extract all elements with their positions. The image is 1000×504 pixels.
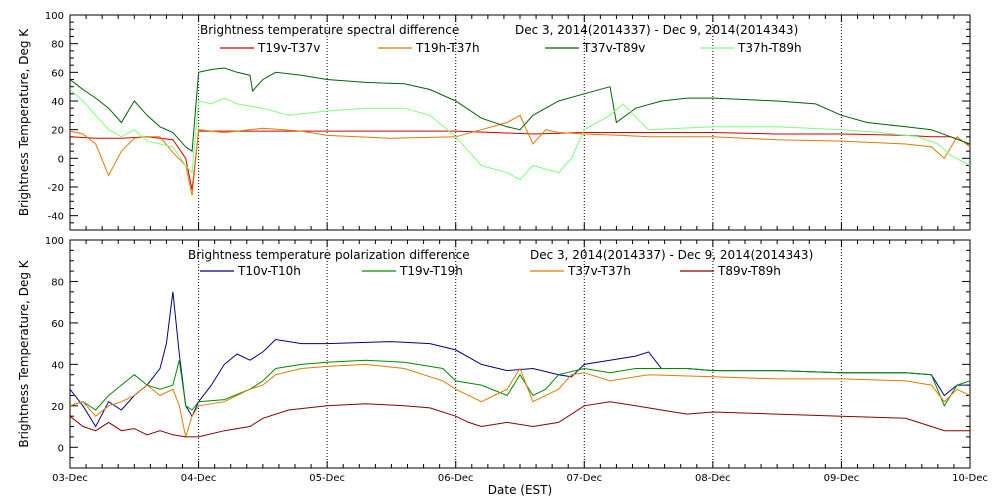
panel-2-x-axis-title: Date (EST) [488, 483, 552, 497]
panel-2-legend-label: T37v-T37h [567, 264, 631, 278]
panel-2-y-tick-label: 80 [51, 277, 64, 288]
panel-2-y-tick-label: 0 [58, 443, 64, 454]
panel-1-legend-label: T19v-T37v [257, 41, 320, 55]
panel-2-plot-frame [69, 239, 971, 469]
panel-1-y-tick-label: -40 [48, 212, 64, 223]
panel-2-series-line-2 [70, 359, 970, 411]
panel-2-legend-label: T89v-T89h [717, 264, 781, 278]
panel-1-chart-title: Brightness temperature spectral differen… [200, 23, 459, 37]
panel-1-y-tick-label: 60 [51, 68, 64, 79]
panel-2-y-axis-title: Brightness Temperature, Deg K [17, 259, 31, 447]
panel-2-y-tick-label: 100 [45, 236, 64, 247]
panel-2-x-tick-label: 09-Dec [824, 473, 860, 484]
panel-1-plot-frame [69, 14, 971, 231]
panel-1-legend-label: T37h-T89h [737, 41, 802, 55]
panel-2-x-tick-label: 04-Dec [181, 473, 217, 484]
panel-2-series-line-3 [70, 363, 970, 438]
panel-1-y-tick-label: 40 [51, 97, 64, 108]
panel-2-x-tick-label: 06-Dec [438, 473, 474, 484]
panel-1-y-axis-title: Brightness Temperature, Deg K [17, 28, 31, 216]
panel-2-legend-label: T19v-T19h [399, 264, 463, 278]
panel-1-series-line-3 [70, 67, 970, 153]
panel-1-legend-label: T37v-T89v [582, 41, 645, 55]
panel-1-y-tick-label: 20 [51, 126, 64, 137]
panel-2-date-range: Dec 3, 2014(2014337) - Dec 9, 2014(20143… [530, 248, 813, 262]
panel-1-y-tick-label: 80 [51, 40, 64, 51]
panel-2-y-tick-label: 20 [51, 402, 64, 413]
panel-1-series-line-2 [70, 114, 970, 196]
panel-2-x-tick-label: 08-Dec [695, 473, 731, 484]
panel-1-series-line-4 [70, 89, 970, 181]
panel-2-series-line-1 [70, 291, 970, 428]
panel-1-date-range: Dec 3, 2014(2014337) - Dec 9, 2014(20143… [515, 23, 798, 37]
panel-1-y-tick-label: 0 [58, 154, 64, 165]
panel-2-series-line-4 [70, 401, 970, 438]
panel-2-legend-label: T10v-T10h [237, 264, 301, 278]
panel-2-y-tick-label: 40 [51, 360, 64, 371]
panel-2-x-tick-label: 10-Dec [952, 473, 988, 484]
panel-1-legend-label: T19h-T37h [415, 41, 480, 55]
panel-2-y-tick-label: 60 [51, 319, 64, 330]
panel-2-x-tick-label: 03-Dec [52, 473, 88, 484]
panel-2-x-tick-label: 07-Dec [566, 473, 602, 484]
panel-2-chart-title: Brightness temperature polarization diff… [188, 248, 470, 262]
panel-1-y-tick-label: 100 [45, 11, 64, 22]
panel-1-series-line-1 [70, 130, 970, 190]
panel-1-y-tick-label: -20 [48, 183, 64, 194]
panel-2-x-tick-label: 05-Dec [309, 473, 345, 484]
